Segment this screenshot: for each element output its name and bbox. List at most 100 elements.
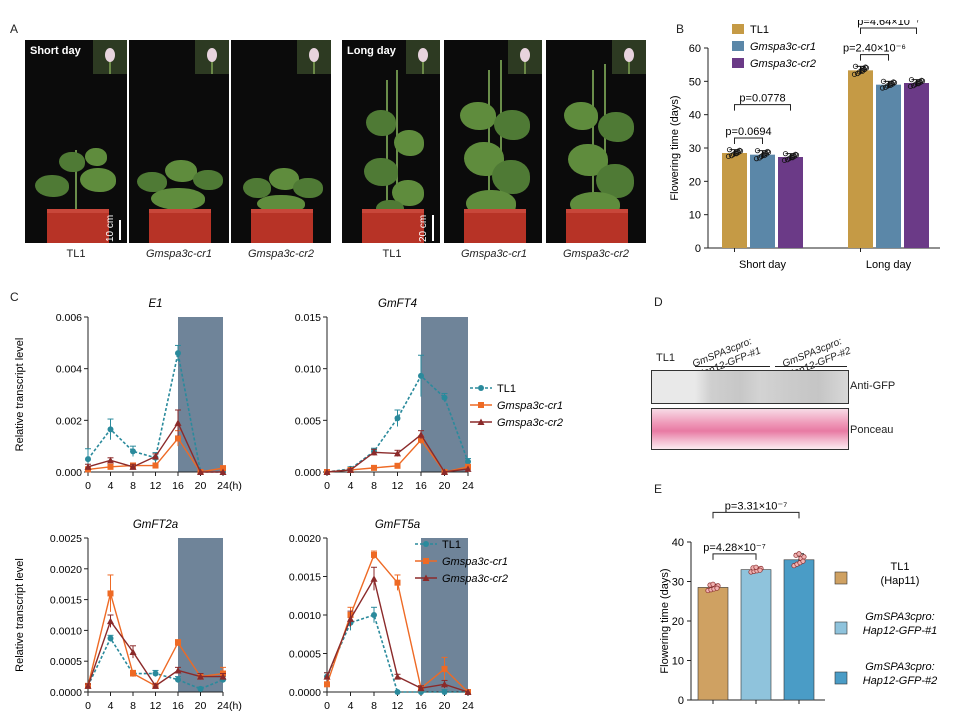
data-point [84, 463, 92, 470]
data-point [417, 431, 425, 438]
data-point [908, 77, 915, 83]
data-point [796, 551, 802, 557]
legend-label-line2: Hap12-GFP-#2 [863, 675, 938, 687]
y-tick-label: 0.004 [56, 364, 82, 376]
legend-label: TL1 [497, 383, 516, 395]
legend-label: TL1 [750, 24, 769, 36]
data-point [394, 673, 401, 680]
y-tick-label: 0 [695, 243, 701, 255]
x-tick-label: 20 [439, 480, 451, 492]
legend-swatch [732, 41, 744, 51]
data-point [907, 83, 914, 89]
y-tick-label: 60 [689, 43, 701, 55]
data-point [756, 155, 763, 161]
data-point [85, 456, 91, 463]
data-point [728, 153, 735, 159]
x-tick-label: 8 [371, 480, 377, 492]
chart-title: GmFT2a [133, 519, 178, 531]
data-point [915, 81, 922, 87]
x-tick-label: 20 [195, 700, 207, 712]
y-tick-label: 0.0000 [50, 687, 82, 699]
data-point [859, 68, 866, 74]
data-point [130, 670, 136, 677]
sig-short-cr1-label: p=0.0694 [725, 126, 771, 138]
chart-title: GmFT5a [375, 519, 420, 531]
blot-lane-tl1: TL1 [656, 352, 675, 364]
scale-label: 20 cm [418, 214, 429, 242]
data-point [323, 468, 331, 475]
data-point [197, 685, 204, 692]
data-point [174, 419, 182, 426]
legend-label: Gmspa3c-cr2 [442, 573, 508, 585]
data-point [465, 458, 471, 465]
y-tick-label: 30 [689, 143, 701, 155]
data-point [753, 156, 760, 162]
data-point [347, 615, 354, 622]
data-point [710, 581, 716, 587]
y-tick-label: 40 [689, 110, 701, 122]
y-tick-label: 0.000 [295, 467, 321, 479]
sig-hap2-bracket [712, 511, 800, 519]
caption-long-tl1: TL1 [382, 248, 402, 260]
scale-bar [119, 220, 121, 240]
caption-short-tl1: TL1 [66, 248, 86, 260]
sig-short-cr2-label: p=0.0778 [739, 93, 785, 105]
x-tick-label: 24 [462, 700, 474, 712]
bar [750, 154, 775, 248]
y-tick-label: 0.0015 [289, 572, 321, 584]
data-point [197, 673, 204, 680]
y-tick-label: 0.0020 [289, 533, 321, 545]
x-tick-label: 0 [85, 700, 91, 712]
legend-label: Gmspa3c-cr2 [750, 58, 816, 70]
data-point [801, 554, 807, 560]
x-tick-label: 12 [150, 700, 162, 712]
y-tick-label: 0.0000 [289, 687, 321, 699]
legend-swatch [834, 621, 848, 635]
x-axis-unit: (h) [229, 480, 242, 492]
data-point [394, 579, 401, 586]
x-tick-label: 8 [130, 480, 136, 492]
chart-c-e1: 0.000 0.002 0.004 0.006 0 4 8 12 16 20 24 (h) Relati… [14, 298, 242, 492]
data-point [174, 666, 182, 674]
chart-b-flowering-time: 0 10 20 30 40 50 60 Flowering time (days) Short … [669, 20, 940, 271]
night-shade [178, 538, 223, 692]
data-point [887, 82, 894, 88]
blot-anti-gfp [651, 370, 849, 404]
x-tick-label: 0 [85, 480, 91, 492]
chart-c-gmft5a: 0.0000 0.0005 0.0010 0.0015 0.0020 0 4 8 12 16 20 2… [289, 519, 508, 712]
photo-short-tl1: Short day 10 cm [25, 40, 127, 243]
y-axis-label: Relative transcript level [14, 338, 26, 452]
data-point [910, 83, 917, 89]
x-tick-label: 16 [172, 480, 184, 492]
x-tick-label: 20 [195, 480, 207, 492]
data-point [394, 689, 401, 695]
y-tick-label: 0 [678, 695, 684, 707]
legend-swatch [732, 24, 744, 34]
chart-title: E1 [148, 298, 162, 310]
data-point [781, 157, 788, 163]
data-point [418, 372, 424, 379]
blot-ponceau [651, 408, 849, 450]
data-point [852, 63, 859, 69]
y-tick-label: 0.005 [295, 415, 321, 427]
data-point [441, 468, 448, 475]
y-axis-label: Flowering time (days) [669, 95, 681, 200]
blot-label-anti-gfp: Anti-GFP [850, 380, 896, 392]
pot [464, 209, 526, 243]
x-tick-label: 12 [150, 480, 162, 492]
y-tick-label: 20 [689, 176, 701, 188]
long-day-tag: Long day [347, 45, 396, 57]
legend-marker [477, 418, 485, 425]
data-point [880, 78, 887, 84]
x-tick-label: Long day [866, 259, 912, 271]
bar [778, 157, 803, 248]
bar [783, 559, 815, 701]
sig-long-cr1-bracket [860, 54, 889, 61]
legend-marker [422, 574, 430, 581]
x-tick-label: 12 [392, 700, 404, 712]
panel-label-e: E [654, 482, 663, 496]
bar [697, 587, 729, 701]
x-tick-label: 8 [371, 700, 377, 712]
pot [362, 209, 424, 243]
x-tick-label: 4 [108, 700, 114, 712]
